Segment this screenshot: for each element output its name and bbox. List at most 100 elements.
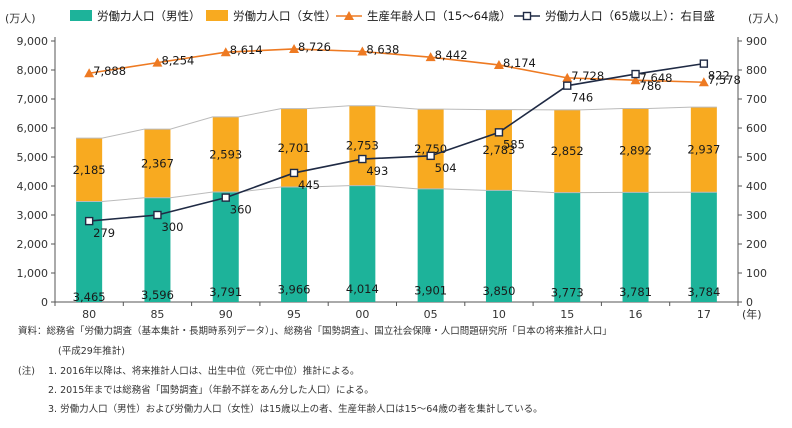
x-tick-label: 10 [492, 308, 506, 321]
note-label: (注) [18, 366, 35, 377]
label-working-age: 7,728 [571, 69, 604, 83]
bar-female-label: 2,367 [141, 156, 174, 170]
label-labor-65plus: 279 [93, 226, 115, 240]
marker-working-age [289, 43, 300, 53]
source-line: 資料：総務省「労働力調査（基本集計・長期時系列データ）」、総務省「国勢調査」、国… [18, 326, 612, 337]
legend-swatch-female [206, 10, 228, 21]
bar-female [554, 109, 581, 193]
bar-male-label: 3,784 [687, 285, 720, 299]
source-line-continued: (平成29年推計) [58, 346, 126, 357]
line-working-age [89, 48, 704, 84]
bar-female [144, 129, 171, 198]
bar-male-label: 3,966 [278, 282, 311, 296]
bar-male-label: 3,596 [141, 288, 174, 302]
line-labor-65plus [89, 62, 704, 222]
y-left-tick-label: 0 [41, 296, 48, 309]
marker-working-age [84, 68, 95, 78]
x-tick-label: 80 [82, 308, 96, 321]
y-right-tick-label: 200 [746, 238, 767, 251]
x-tick-label: 95 [287, 308, 301, 321]
y-right-tick-label: 0 [746, 296, 753, 309]
bar-female [417, 109, 444, 189]
label-working-age: 7,888 [93, 64, 126, 78]
label-labor-65plus: 504 [435, 161, 457, 175]
x-tick-label: 85 [150, 308, 164, 321]
label-working-age: 7,648 [640, 71, 673, 85]
y-left-tick-label: 7,000 [17, 93, 49, 106]
bar-male-label: 3,901 [414, 283, 447, 297]
marker-working-age [493, 59, 504, 69]
legend-marker-working-age [344, 11, 354, 20]
labor-force-chart: 0 1,000 2,000 3,000 4,000 5,000 6,000 7,000 8,00… [5, 9, 779, 321]
x-tick-label: 15 [560, 308, 574, 321]
y-left-unit: (万人) [5, 12, 36, 25]
bar-male-label: 3,773 [551, 285, 584, 299]
bar-female-label: 2,701 [278, 141, 311, 155]
bar-female-label: 2,185 [73, 163, 106, 177]
y-left-tick-label: 3,000 [17, 209, 49, 222]
label-labor-65plus: 493 [366, 164, 388, 178]
bar-female [349, 105, 376, 186]
note-1: (注) 1. 2016年以降は、将来推計人口は、出生中位（死亡中位）推計による。 [18, 362, 359, 382]
label-labor-65plus: 300 [161, 220, 183, 234]
label-working-age: 8,254 [161, 54, 194, 68]
x-tick-label: 16 [629, 308, 643, 321]
bar-male [212, 192, 239, 302]
legend-marker-labor-65plus [522, 11, 532, 21]
legend-label-female: 労働力人口（女性） [233, 9, 337, 23]
bar-male [485, 190, 512, 302]
legend-swatch-male [70, 10, 92, 21]
label-working-age: 8,442 [435, 48, 468, 62]
marker-working-age [357, 46, 368, 56]
x-axis-unit: (年) [742, 307, 762, 321]
x-tick-label: 00 [355, 308, 369, 321]
y-left-tick-label: 6,000 [17, 122, 49, 135]
bar-male [281, 186, 308, 302]
marker-working-age [630, 75, 641, 85]
marker-labor-65plus [84, 216, 94, 226]
note-1-text: 1. 2016年以降は、将来推計人口は、出生中位（死亡中位）推計による。 [48, 366, 360, 377]
marker-labor-65plus [494, 128, 504, 137]
y-left-tick-label: 4,000 [17, 180, 49, 193]
x-tick-label: 05 [424, 308, 438, 321]
y-right-tick-label: 700 [746, 93, 767, 106]
y-left-tick-label: 9,000 [17, 35, 49, 48]
marker-working-age [562, 72, 573, 82]
bar-female [690, 107, 717, 193]
note-2: 2. 2015年までは総務省「国勢調査」（年齢不詳をあん分した人口）による。 [48, 385, 374, 396]
y-right-tick-label: 600 [746, 122, 767, 135]
label-labor-65plus: 786 [640, 79, 662, 93]
y-left-tick-label: 2,000 [17, 238, 49, 251]
bar-male-label: 4,014 [346, 282, 379, 296]
marker-labor-65plus [358, 154, 367, 164]
label-labor-65plus: 585 [503, 137, 525, 151]
bar-male [76, 201, 103, 302]
label-working-age: 8,638 [366, 42, 399, 56]
x-tick-label: 17 [697, 308, 711, 321]
legend-label-male: 労働力人口（男性） [97, 9, 201, 23]
y-right-tick-label: 900 [746, 35, 767, 48]
y-right-tick-label: 400 [746, 180, 767, 193]
marker-working-age [425, 52, 436, 62]
y-right-tick-label: 500 [746, 151, 767, 164]
bar-male-label: 3,850 [482, 284, 515, 298]
bar-female-label: 2,593 [209, 147, 242, 161]
bar-female [212, 116, 239, 193]
label-working-age: 8,174 [503, 56, 536, 70]
bar-male [554, 192, 581, 302]
marker-working-age [220, 47, 231, 57]
y-right-tick-label: 300 [746, 209, 767, 222]
marker-labor-65plus [631, 69, 640, 79]
bar-male-label: 3,465 [73, 290, 106, 304]
bar-female-label: 2,852 [551, 144, 584, 158]
bar-female-label: 2,937 [687, 143, 720, 157]
label-labor-65plus: 445 [298, 178, 320, 192]
bar-female [76, 138, 103, 202]
bar-male-label: 3,781 [619, 285, 652, 299]
bar-female [622, 108, 649, 193]
y-right-tick-label: 100 [746, 267, 767, 280]
bar-female [485, 109, 512, 191]
bar-male [690, 192, 717, 302]
bar-male-label: 3,791 [209, 285, 242, 299]
legend-label-labor-65plus: 労働力人口（65歳以上）：右目盛 [545, 9, 715, 23]
